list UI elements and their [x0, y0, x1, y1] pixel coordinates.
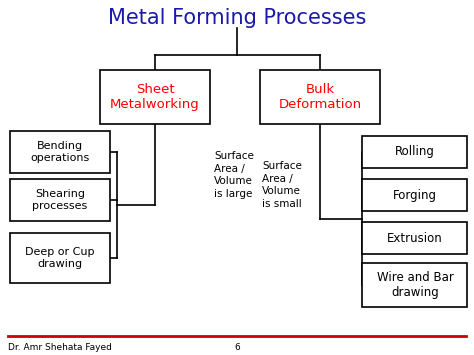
FancyBboxPatch shape: [10, 233, 110, 283]
FancyBboxPatch shape: [100, 70, 210, 124]
Text: Bulk
Deformation: Bulk Deformation: [278, 83, 362, 111]
FancyBboxPatch shape: [363, 222, 467, 254]
Text: Dr. Amr Shehata Fayed: Dr. Amr Shehata Fayed: [8, 344, 112, 353]
FancyBboxPatch shape: [10, 131, 110, 173]
FancyBboxPatch shape: [363, 263, 467, 307]
Text: Metal Forming Processes: Metal Forming Processes: [108, 8, 366, 28]
Text: Bending
operations: Bending operations: [30, 141, 90, 163]
Text: Surface
Area /
Volume
is large: Surface Area / Volume is large: [214, 151, 254, 198]
Text: 6: 6: [234, 344, 240, 353]
Text: Surface
Area /
Volume
is small: Surface Area / Volume is small: [262, 162, 302, 209]
Text: Rolling: Rolling: [395, 146, 435, 158]
Text: Deep or Cup
drawing: Deep or Cup drawing: [25, 247, 95, 269]
FancyBboxPatch shape: [363, 136, 467, 168]
Text: Extrusion: Extrusion: [387, 231, 443, 245]
FancyBboxPatch shape: [10, 179, 110, 221]
Text: Sheet
Metalworking: Sheet Metalworking: [110, 83, 200, 111]
FancyBboxPatch shape: [260, 70, 380, 124]
FancyBboxPatch shape: [363, 179, 467, 211]
Text: Forging: Forging: [393, 189, 437, 202]
Text: Wire and Bar
drawing: Wire and Bar drawing: [376, 271, 454, 299]
Text: Shearing
processes: Shearing processes: [32, 189, 88, 211]
